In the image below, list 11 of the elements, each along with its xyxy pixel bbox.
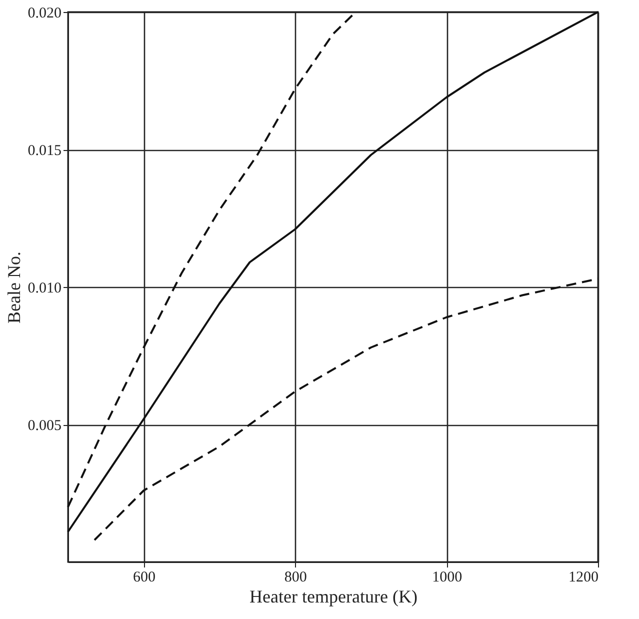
y-tick-label: 0.010 — [28, 280, 62, 296]
x-tick-label: 800 — [284, 570, 307, 586]
x-axis-title: Heater temperature (K) — [250, 586, 418, 606]
y-axis-title: Beale No. — [4, 252, 24, 324]
x-tick-label: 1200 — [568, 570, 598, 586]
line-series — [94, 278, 599, 541]
y-tick-label: 0.005 — [28, 418, 62, 434]
x-tick-label: 600 — [132, 570, 156, 586]
y-tick-label: 0.020 — [28, 6, 62, 22]
y-tick-label: 0.015 — [28, 143, 62, 159]
x-tick-label: 1000 — [432, 570, 462, 586]
